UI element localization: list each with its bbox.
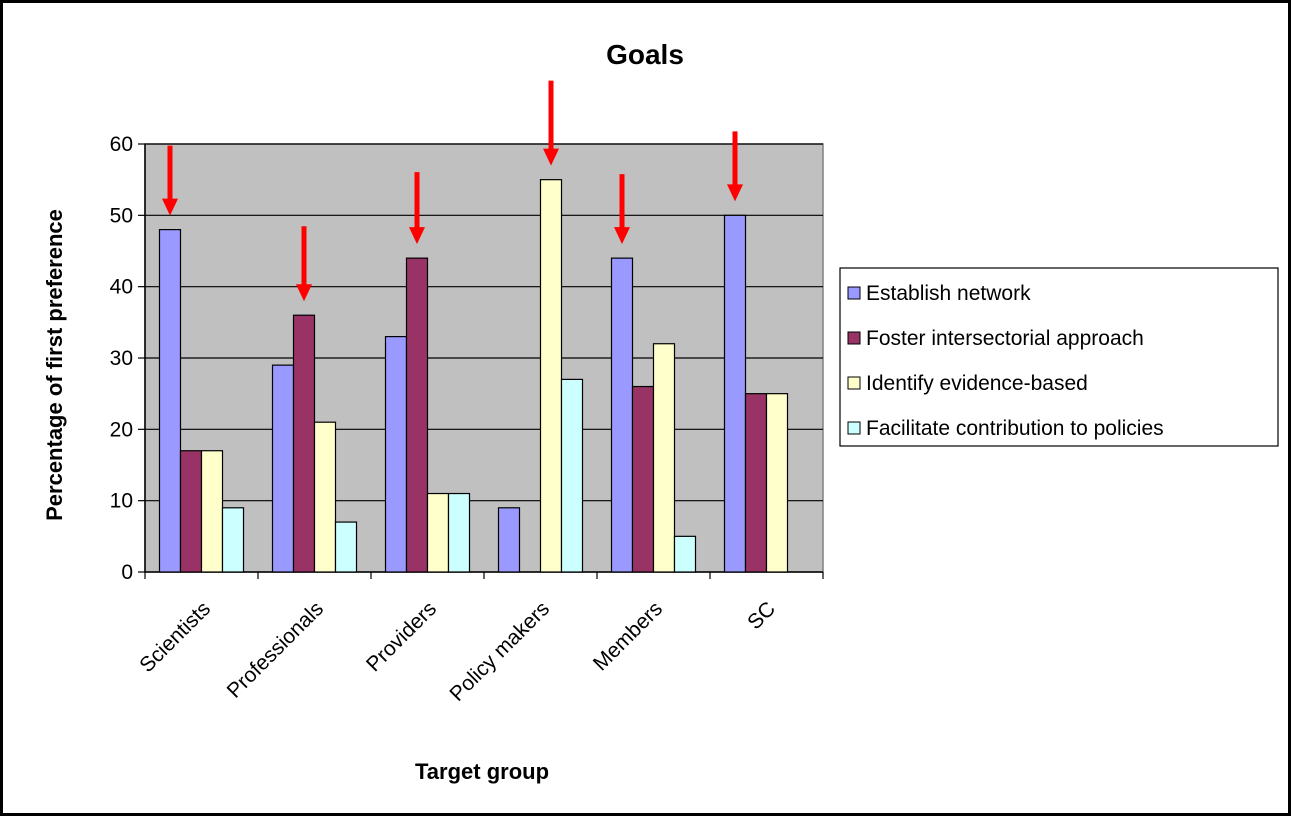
- bar: [631, 385, 655, 573]
- annotation-arrow: [409, 172, 425, 245]
- bar: [560, 378, 584, 573]
- bar: [744, 393, 768, 573]
- bar: [497, 507, 521, 573]
- bar: [405, 257, 429, 573]
- bar: [447, 492, 471, 573]
- bar: [334, 521, 358, 573]
- y-tick-label: 60: [110, 133, 133, 156]
- y-axis-title: Percentage of first preference: [42, 209, 67, 521]
- bar: [384, 336, 408, 573]
- bar: [610, 257, 634, 573]
- legend-label: Identify evidence-based: [866, 372, 1088, 395]
- arrow-head: [543, 148, 559, 166]
- chart-title: Goals: [606, 39, 684, 70]
- y-tick-label: 20: [110, 418, 133, 441]
- arrow-head: [162, 198, 178, 216]
- bar: [723, 214, 747, 573]
- annotation-arrow: [727, 131, 743, 202]
- annotation-arrow: [162, 145, 178, 216]
- arrow-head: [727, 184, 743, 202]
- y-tick-label: 10: [110, 490, 133, 513]
- arrow-head: [409, 227, 425, 245]
- y-tick-label: 0: [121, 561, 133, 584]
- bar: [200, 450, 224, 573]
- y-tick-label: 50: [110, 204, 133, 227]
- arrow-head: [614, 227, 630, 245]
- legend-swatch: [847, 376, 861, 390]
- bar: [271, 364, 295, 573]
- bar: [221, 507, 245, 573]
- bar: [313, 421, 337, 573]
- bar: [179, 450, 203, 573]
- bar: [673, 535, 697, 573]
- legend-swatch: [847, 421, 861, 435]
- bar: [158, 229, 182, 573]
- bar: [652, 343, 676, 573]
- arrow-head: [296, 284, 312, 302]
- y-tick-label: 30: [110, 347, 133, 370]
- bar: [292, 314, 316, 573]
- annotation-arrow: [296, 226, 312, 302]
- annotation-arrow: [543, 80, 559, 166]
- bar: [765, 393, 789, 573]
- x-axis-title: Target group: [415, 759, 549, 784]
- legend-swatch: [847, 331, 861, 345]
- annotation-arrow: [614, 174, 630, 245]
- legend: Establish network Foster intersectorial a…: [839, 267, 1279, 447]
- bar: [426, 492, 450, 573]
- legend-swatch: [847, 286, 861, 300]
- legend-label: Establish network: [866, 282, 1031, 305]
- legend-label: Facilitate contribution to policies: [866, 417, 1164, 440]
- legend-box: [839, 267, 1279, 447]
- bar: [539, 179, 563, 573]
- legend-label: Foster intersectorial approach: [866, 327, 1144, 350]
- y-tick-label: 40: [110, 276, 133, 299]
